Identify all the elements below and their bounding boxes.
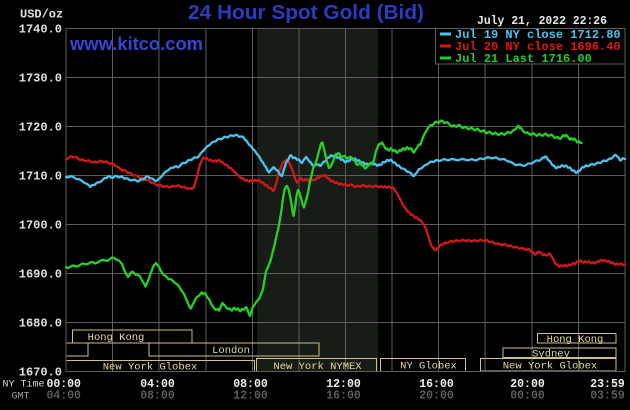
svg-text:08:00: 08:00 (233, 378, 268, 391)
svg-text:24 Hour Spot Gold (Bid): 24 Hour Spot Gold (Bid) (188, 1, 424, 24)
svg-text:00:00: 00:00 (46, 378, 81, 391)
svg-text:Jul 20 NY close 1696.40: Jul 20 NY close 1696.40 (455, 40, 621, 54)
svg-text:1740.0: 1740.0 (19, 23, 62, 37)
svg-text:04:00: 04:00 (140, 378, 175, 391)
svg-text:04:00: 04:00 (46, 390, 81, 403)
svg-text:Sydney: Sydney (532, 349, 570, 361)
svg-text:1690.0: 1690.0 (19, 268, 62, 282)
svg-text:12:00: 12:00 (326, 378, 361, 391)
svg-text:20:00: 20:00 (419, 390, 454, 403)
svg-text:USD/oz: USD/oz (20, 8, 63, 22)
svg-text:NY Time: NY Time (3, 379, 45, 391)
svg-text:1700.0: 1700.0 (19, 219, 62, 233)
svg-text:Hong Kong: Hong Kong (547, 334, 604, 346)
svg-text:16:00: 16:00 (419, 378, 454, 391)
svg-text:20:00: 20:00 (510, 378, 545, 391)
svg-text:1720.0: 1720.0 (19, 121, 62, 135)
svg-text:1670.0: 1670.0 (19, 366, 62, 380)
svg-text:00:00: 00:00 (510, 390, 545, 403)
svg-text:Jul 19 NY close 1712.80: Jul 19 NY close 1712.80 (455, 28, 621, 42)
svg-text:New York Globex: New York Globex (103, 362, 198, 374)
svg-text:New York Globex: New York Globex (503, 360, 598, 372)
svg-text:1680.0: 1680.0 (19, 317, 62, 331)
svg-text:NY Globex: NY Globex (400, 361, 457, 373)
svg-text:Hong Kong: Hong Kong (88, 332, 145, 344)
svg-text:London: London (212, 345, 250, 357)
svg-text:23:59: 23:59 (590, 378, 625, 391)
svg-text:Jul 21 Last 1716.00: Jul 21 Last 1716.00 (455, 52, 592, 66)
svg-text:12:00: 12:00 (233, 390, 268, 403)
svg-text:1730.0: 1730.0 (19, 72, 62, 86)
svg-text:16:00: 16:00 (326, 390, 361, 403)
svg-text:1710.0: 1710.0 (19, 170, 62, 184)
svg-text:03:59: 03:59 (590, 390, 625, 403)
svg-text:www.kitco.com: www.kitco.com (69, 34, 203, 54)
svg-text:New York NYMEX: New York NYMEX (273, 361, 362, 373)
svg-text:08:00: 08:00 (140, 390, 175, 403)
svg-text:GMT: GMT (12, 392, 30, 403)
svg-text:July 21, 2022 22:26: July 21, 2022 22:26 (477, 14, 607, 28)
